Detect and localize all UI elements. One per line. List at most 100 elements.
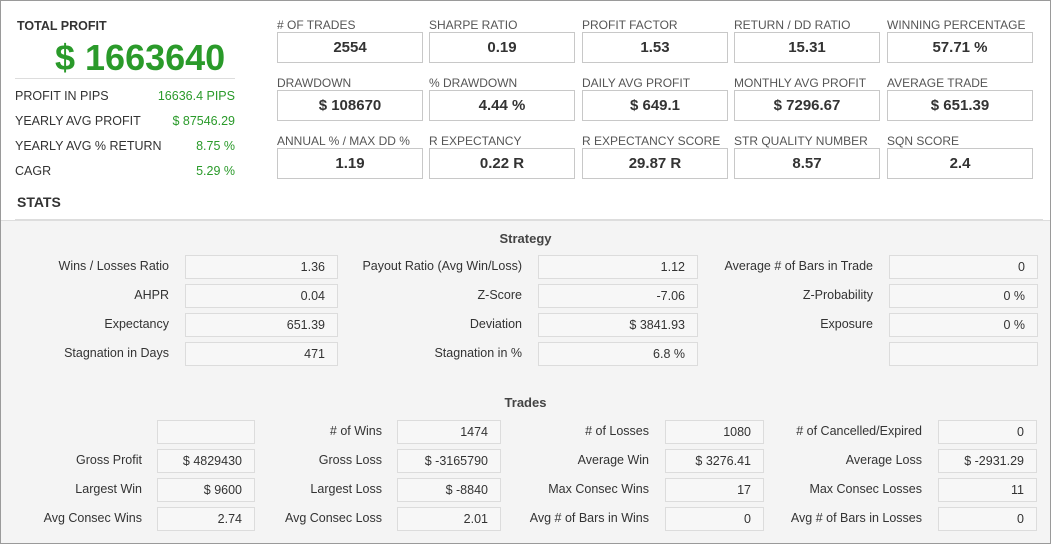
stat-value: 1474 [397,420,501,444]
stat-label: Z-Score [477,288,522,302]
stat-value: 0 [889,255,1038,279]
summary-label: YEARLY AVG PROFIT [15,114,141,128]
metric-label: ANNUAL % / MAX DD % [277,134,410,148]
metric-value: $ 649.1 [582,90,728,121]
stat-label: Max Consec Losses [809,482,922,496]
stat-label: AHPR [134,288,169,302]
metric-label: DRAWDOWN [277,76,352,90]
divider [15,219,1043,220]
trades-title: Trades [504,395,547,410]
stat-value [889,342,1038,366]
metric-value: 1.53 [582,32,728,63]
metric-label: WINNING PERCENTAGE [887,18,1026,32]
stat-value: 0 [938,507,1037,531]
metric-value: 29.87 R [582,148,728,179]
metric-value: 4.44 % [429,90,575,121]
stat-label: # of Losses [585,424,649,438]
stat-label: Average Win [577,453,649,467]
stat-label: Payout Ratio (Avg Win/Loss) [362,259,522,273]
stat-label: Wins / Losses Ratio [58,259,169,273]
stat-value: $ 4829430 [157,449,255,473]
total-profit-value: $ 1663640 [55,37,226,78]
metric-label: AVERAGE TRADE [887,76,988,90]
stat-value: $ -2931.29 [938,449,1037,473]
metric-value: $ 651.39 [887,90,1033,121]
summary-value: 16636.4 PIPS [157,89,235,103]
stat-value: 0 % [889,313,1038,337]
stat-label: Largest Win [75,482,142,496]
stat-value: 0.04 [185,284,338,308]
stat-label: Max Consec Wins [548,482,649,496]
stat-label: # of Cancelled/Expired [796,424,922,438]
stat-label: Expectancy [104,317,169,331]
stat-label: Stagnation in Days [64,346,169,360]
divider [15,78,235,79]
stat-label: Stagnation in % [434,346,522,360]
stat-value: 651.39 [185,313,338,337]
stat-value: 11 [938,478,1037,502]
strategy-title: Strategy [499,231,552,246]
metric-label: DAILY AVG PROFIT [582,76,691,90]
summary-value: $ 87546.29 [172,114,235,128]
metric-value: 0.22 R [429,148,575,179]
summary-label: CAGR [15,164,52,178]
stat-label: Avg # of Bars in Losses [790,511,922,525]
metric-label: STR QUALITY NUMBER [734,134,868,148]
stat-label: Avg Consec Loss [284,511,382,525]
stat-value: $ -8840 [397,478,501,502]
stat-value: $ 3276.41 [665,449,764,473]
metric-label: SQN SCORE [887,134,960,148]
summary-value: 5.29 % [196,164,235,178]
metric-value: 15.31 [734,32,880,63]
metric-label: PROFIT FACTOR [582,18,678,32]
stat-value [157,420,255,444]
stat-value: $ 3841.93 [538,313,698,337]
stat-label: Exposure [820,317,873,331]
metric-value: 1.19 [277,148,423,179]
stats-title: STATS [17,194,61,210]
stat-value: $ -3165790 [397,449,501,473]
stat-label: Deviation [469,317,522,331]
metric-value: 0.19 [429,32,575,63]
stat-value: 1.36 [185,255,338,279]
stat-label: Gross Loss [318,453,382,467]
total-profit-label: TOTAL PROFIT [17,19,107,33]
metric-value: 8.57 [734,148,880,179]
metric-label: % DRAWDOWN [429,76,518,90]
stat-label: Z-Probability [802,288,873,302]
stat-value: 0 % [889,284,1038,308]
metric-label: R EXPECTANCY SCORE [582,134,721,148]
stat-label: Largest Loss [310,482,382,496]
stat-label: Avg Consec Wins [43,511,142,525]
stat-label: Average Loss [845,453,922,467]
stat-label: Gross Profit [76,453,142,467]
stat-label: # of Wins [329,424,382,438]
metric-label: # OF TRADES [277,18,356,32]
stat-label: Avg # of Bars in Wins [529,511,649,525]
stat-value: 0 [938,420,1037,444]
stat-value: 17 [665,478,764,502]
stat-value: 2.74 [157,507,255,531]
metric-value: $ 7296.67 [734,90,880,121]
stat-value: 2.01 [397,507,501,531]
stat-value: 1080 [665,420,764,444]
metric-label: RETURN / DD RATIO [734,18,851,32]
metric-value: 2554 [277,32,423,63]
summary-label: YEARLY AVG % RETURN [15,139,162,153]
stat-value: $ 9600 [157,478,255,502]
metric-label: SHARPE RATIO [429,18,518,32]
stat-label: Average # of Bars in Trade [724,259,873,273]
metric-value: $ 108670 [277,90,423,121]
metric-value: 57.71 % [887,32,1033,63]
metric-value: 2.4 [887,148,1033,179]
stat-value: 1.12 [538,255,698,279]
stat-value: 471 [185,342,338,366]
metric-label: R EXPECTANCY [429,134,522,148]
summary-label: PROFIT IN PIPS [15,89,109,103]
stat-value: 0 [665,507,764,531]
metric-label: MONTHLY AVG PROFIT [734,76,867,90]
summary-value: 8.75 % [196,139,235,153]
stat-value: 6.8 % [538,342,698,366]
stat-value: -7.06 [538,284,698,308]
